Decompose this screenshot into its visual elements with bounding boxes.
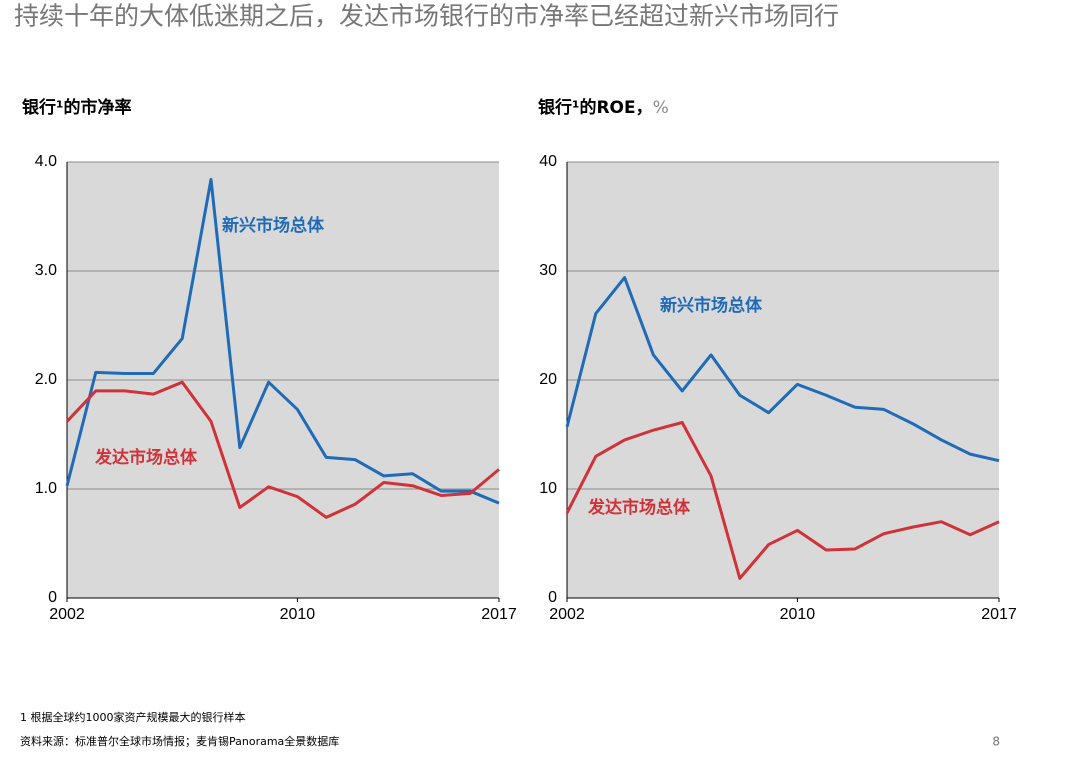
x-tick-label: 2010 [780, 606, 816, 623]
series-label: 发达市场总体 [94, 447, 198, 468]
x-tick-label: 2002 [49, 606, 85, 623]
y-tick-label: 40 [539, 153, 557, 170]
source: 资料来源：标准普尔全球市场情报；麦肯锡Panorama全景数据库 [20, 734, 339, 748]
line-series [565, 276, 1000, 463]
x-tick-label: 2002 [549, 606, 585, 623]
unit: % [653, 98, 669, 118]
line-series [65, 177, 500, 505]
series-label: 新兴市场总体 [222, 215, 325, 236]
y-tick-label: 30 [539, 262, 557, 279]
line-series [565, 421, 1000, 580]
footnote: 1 根据全球约1000家资产规模最大的银行样本 [20, 710, 246, 724]
x-tick-label: 2010 [280, 606, 316, 623]
chart-title: 银行¹的市净率 [22, 97, 131, 118]
y-tick-label: 1.0 [35, 480, 57, 497]
page-number: 8 [992, 735, 1000, 749]
y-tick-label: 20 [539, 371, 557, 388]
y-tick-label: 2.0 [35, 371, 57, 388]
x-tick-label: 2017 [481, 606, 517, 623]
y-tick-label: 0 [48, 589, 57, 606]
y-tick-label: 0 [548, 589, 557, 606]
y-tick-label: 3.0 [35, 262, 57, 279]
series-label: 新兴市场总体 [660, 295, 763, 316]
series-label: 发达市场总体 [587, 497, 691, 518]
y-tick-label: 10 [539, 480, 557, 497]
x-tick-label: 2017 [981, 606, 1017, 623]
chart-title: 银行¹的ROE，% [538, 97, 669, 118]
line-series [65, 380, 500, 519]
y-tick-label: 4.0 [35, 153, 57, 170]
headline: 持续十年的大体低迷期之后，发达市场银行的市净率已经超过新兴市场同行 [14, 2, 839, 31]
